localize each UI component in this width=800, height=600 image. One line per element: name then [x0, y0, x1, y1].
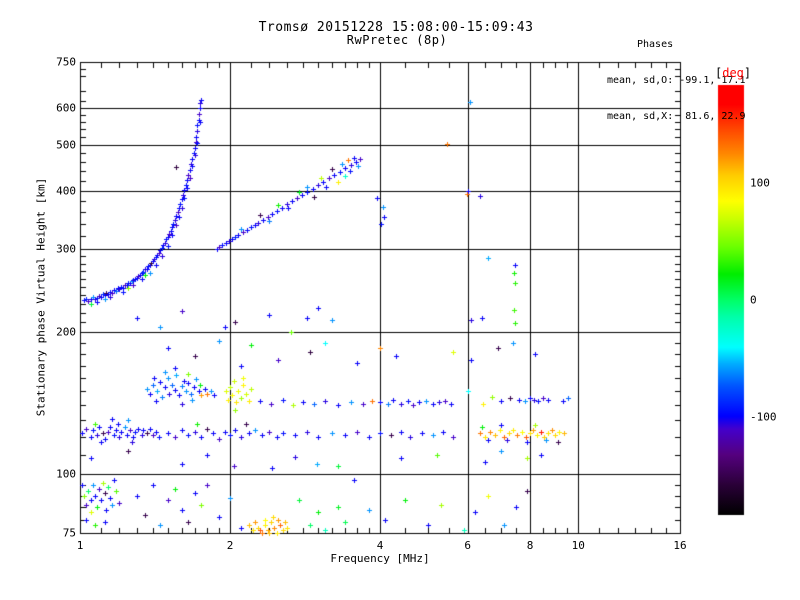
x-tick-label: 4 [376, 539, 384, 552]
x-tick-label: 10 [571, 539, 585, 552]
x-tick-label: 1 [76, 539, 84, 552]
y-tick-label: 300 [56, 242, 76, 256]
y-axis-title: Stationary phase Virtual Height [km] [34, 177, 48, 417]
y-tick-label: 200 [56, 325, 76, 339]
x-tick-label: 16 [673, 539, 687, 552]
x-tick-label: 2 [226, 539, 234, 552]
colorbar-tick-label: -100 [750, 410, 777, 424]
x-axis-title: Frequency [MHz] [330, 552, 430, 565]
x-tick-label: 6 [464, 539, 472, 552]
chart-subtitle: RwPretec (8p) [346, 33, 448, 47]
y-tick-label: 100 [56, 467, 76, 481]
y-tick-label: 750 [56, 55, 76, 69]
colorbar-title-bracket-left: [ [715, 66, 723, 80]
stats-heading: Phases [637, 39, 674, 50]
stats-line-x: mean, sd,X: 81.6, 22.9 [607, 111, 746, 122]
colorbar-tick-label: 100 [750, 176, 770, 189]
colorbar-tick-label: 0 [750, 293, 757, 307]
chart-title: Tromsø 20151228 15:08:00-15:09:43 [258, 20, 534, 35]
colorbar-title-text: deg [722, 66, 744, 80]
stats-line-o: mean, sd,O: -99.1, 17.1 [607, 75, 746, 86]
x-tick-label: 8 [526, 539, 534, 552]
y-tick-label: 500 [56, 138, 76, 152]
colorbar-title: [deg] [715, 66, 751, 80]
y-tick-label: 600 [56, 101, 76, 115]
colorbar-title-bracket-right: ] [743, 66, 752, 80]
y-tick-label: 75 [62, 526, 76, 540]
stats-block: Phases mean, sd,O: -99.1, 17.1 mean, sd,… [607, 15, 745, 147]
y-tick-label: 400 [56, 184, 76, 198]
